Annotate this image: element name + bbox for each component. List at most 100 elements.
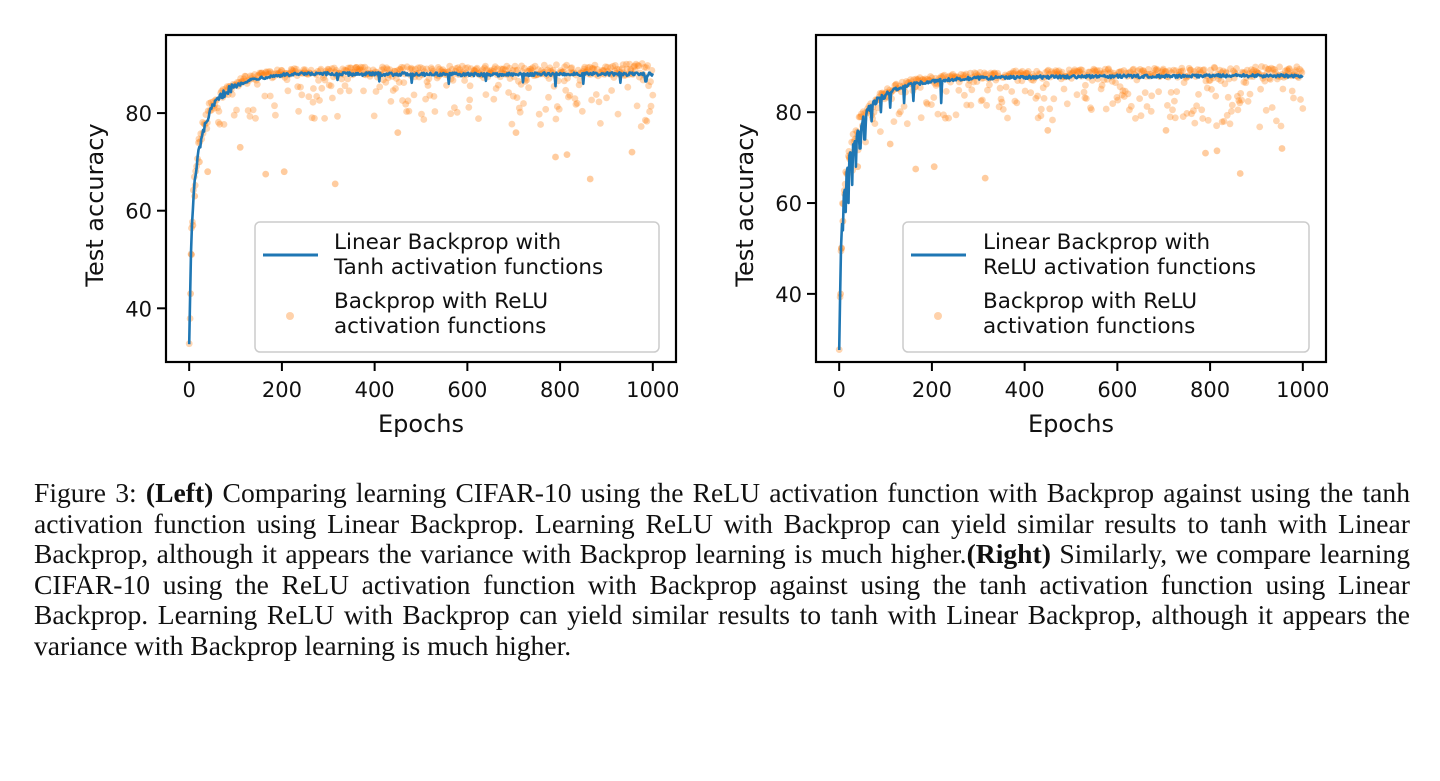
scatter-point — [1052, 67, 1060, 75]
scatter-point — [871, 120, 879, 127]
scatter-point — [447, 110, 455, 118]
scatter-point — [311, 114, 318, 122]
scatter-point — [1262, 106, 1270, 114]
scatter-point — [249, 106, 257, 114]
scatter-point — [1291, 68, 1298, 76]
scatter-point — [1109, 100, 1117, 107]
scatter-point — [1248, 66, 1255, 74]
scatter-point — [328, 65, 336, 72]
scatter-point — [602, 63, 609, 71]
scatter-point — [1290, 94, 1297, 102]
caption-right-text: Similarly, we compare learning CIFAR-10 … — [34, 538, 1411, 661]
scatter-point — [1013, 99, 1021, 107]
scatter-point — [1167, 89, 1175, 96]
scatter-point — [305, 93, 313, 101]
scatter-point — [553, 103, 561, 110]
scatter-point — [1032, 95, 1040, 102]
scatter-point — [571, 95, 579, 102]
scatter-point — [632, 60, 640, 68]
scatter-point — [324, 65, 332, 73]
legend-scatter-swatch-right — [934, 312, 942, 320]
scatter-point — [1175, 68, 1183, 76]
scatter-point — [1277, 122, 1285, 130]
scatter-point — [521, 64, 528, 72]
scatter-point — [1229, 67, 1237, 75]
scatter-point — [403, 108, 410, 115]
scatter-point — [642, 116, 649, 124]
scatter-point — [1027, 89, 1035, 97]
scatter-point — [1235, 97, 1243, 104]
scatter-point — [251, 71, 258, 78]
x-tick-label: 200 — [262, 378, 302, 402]
scatter-point — [449, 76, 457, 84]
scatter-point — [900, 103, 908, 110]
caption-prefix: Figure 3: — [34, 477, 146, 508]
scatter-point — [592, 91, 600, 98]
scatter-point — [252, 114, 259, 122]
scatter-point — [555, 105, 563, 113]
scatter-point — [1048, 68, 1055, 75]
scatter-point — [266, 92, 274, 100]
scatter-point — [982, 70, 990, 78]
scatter-point — [523, 76, 531, 84]
scatter-point — [1101, 69, 1108, 76]
scatter-point — [1137, 112, 1145, 120]
scatter-point — [544, 66, 551, 74]
scatter-point — [586, 63, 594, 71]
scatter-point — [1065, 66, 1073, 74]
scatter-point — [230, 111, 238, 119]
scatter-point — [923, 100, 931, 108]
scatter-point — [407, 64, 415, 72]
scatter-point — [387, 98, 395, 105]
scatter-point — [1080, 88, 1088, 96]
legend-scatter-label-left-1: Backprop with ReLU — [334, 289, 548, 314]
legend-line-label-right-1: Linear Backprop with — [983, 230, 1210, 255]
scatter-point — [288, 66, 296, 74]
scatter-point — [1250, 67, 1258, 74]
scatter-point — [1267, 64, 1275, 72]
scatter-point — [1063, 100, 1071, 108]
scatter-point — [1141, 89, 1149, 96]
scatter-point — [339, 65, 346, 73]
scatter-point — [952, 111, 960, 119]
scatter-point — [1205, 77, 1213, 84]
scatter-point — [1018, 67, 1026, 75]
scatter-point — [353, 64, 360, 71]
scatter-point — [1297, 96, 1304, 103]
scatter-point — [996, 84, 1004, 92]
scatter-point — [565, 93, 572, 101]
scatter-point — [431, 108, 439, 115]
scatter-point — [1092, 68, 1099, 76]
scatter-point — [1043, 80, 1050, 88]
scatter-point — [327, 82, 335, 90]
scatter-point — [451, 104, 458, 112]
scatter-point — [626, 60, 633, 68]
scatter-point — [644, 62, 652, 69]
scatter-point — [246, 113, 254, 120]
scatter-point — [359, 64, 366, 71]
scatter-point — [481, 64, 488, 72]
scatter-point — [1195, 91, 1202, 98]
scatter-outlier-point — [236, 143, 244, 151]
scatter-point — [939, 72, 947, 80]
scatter-point — [512, 67, 520, 74]
scatter-point — [1159, 65, 1167, 73]
scatter-point — [916, 74, 924, 82]
scatter-point — [301, 66, 309, 74]
scatter-point — [526, 66, 534, 73]
scatter-point — [1073, 67, 1080, 75]
legend-scatter-label-left-2: activation functions — [334, 314, 546, 339]
scatter-outlier-point — [512, 129, 520, 137]
scatter-point — [506, 75, 514, 82]
scatter-point — [355, 65, 363, 73]
scatter-point — [214, 104, 221, 112]
scatter-point — [264, 68, 272, 76]
scatter-point — [1008, 88, 1016, 95]
scatter-point — [634, 62, 642, 69]
scatter-point — [361, 63, 369, 71]
scatter-point — [1268, 104, 1276, 111]
scatter-point — [1271, 66, 1278, 73]
scatter-point — [1074, 68, 1082, 76]
scatter-point — [516, 108, 524, 116]
scatter-point — [320, 74, 327, 81]
